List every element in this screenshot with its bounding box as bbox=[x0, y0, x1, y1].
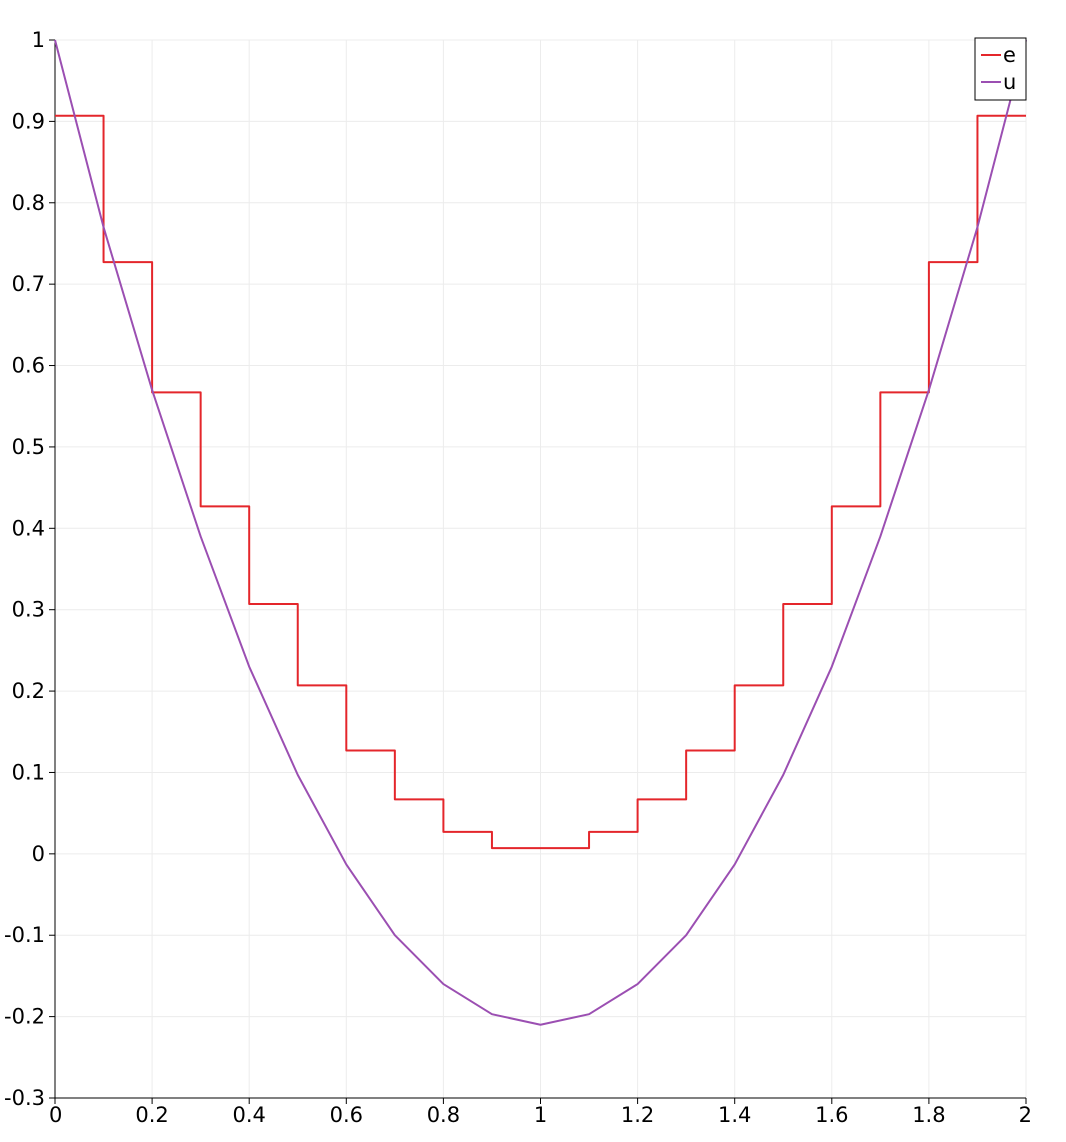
y-tick-label: 0.9 bbox=[12, 109, 45, 133]
series bbox=[54, 39, 1027, 1026]
x-tick-label: 0.6 bbox=[330, 1103, 363, 1127]
x-tick-label: 0 bbox=[49, 1103, 62, 1127]
legend-label-u: u bbox=[1003, 70, 1016, 94]
x-tick-label: 0.4 bbox=[232, 1103, 265, 1127]
x-tick-label: 2 bbox=[1019, 1103, 1032, 1127]
y-tick-label: 0 bbox=[32, 842, 45, 866]
y-tick-label: 0.2 bbox=[12, 679, 45, 703]
grid bbox=[54, 39, 1027, 1099]
x-tick-label: 1.8 bbox=[912, 1103, 945, 1127]
y-tick-label: 0.5 bbox=[12, 435, 45, 459]
y-tick-label: -0.3 bbox=[4, 1086, 45, 1110]
y-tick-label: 0.3 bbox=[12, 598, 45, 622]
x-tick-label: 1.4 bbox=[718, 1103, 751, 1127]
y-tick-label: 0.6 bbox=[12, 354, 45, 378]
y-tick-label: 1 bbox=[32, 28, 45, 52]
x-tick-label: 0.8 bbox=[427, 1103, 460, 1127]
series-line-e bbox=[55, 114, 1026, 850]
axes: 0 0.2 0.4 0.6 0.8 1 1.2 1.4 1.6 1.8 2 1 0.9 0.8 0.7 0.6… bbox=[4, 28, 1032, 1127]
legend-label-e: e bbox=[1003, 43, 1016, 67]
y-tick-label: 0.7 bbox=[12, 272, 45, 296]
y-tick-label: 0.4 bbox=[12, 516, 45, 540]
series-line-u bbox=[54, 39, 1027, 1026]
legend-box bbox=[974, 37, 1027, 101]
x-tick-label: 1 bbox=[534, 1103, 547, 1127]
x-tick-label: 0.2 bbox=[135, 1103, 168, 1127]
y-tick-label: 0.1 bbox=[12, 760, 45, 784]
y-tick-label: -0.1 bbox=[4, 923, 45, 947]
legend: eu bbox=[974, 37, 1027, 101]
y-tick-label: -0.2 bbox=[4, 1005, 45, 1029]
x-tick-label: 1.2 bbox=[621, 1103, 654, 1127]
y-tick-label: 0.8 bbox=[12, 191, 45, 215]
x-tick-label: 1.6 bbox=[815, 1103, 848, 1127]
